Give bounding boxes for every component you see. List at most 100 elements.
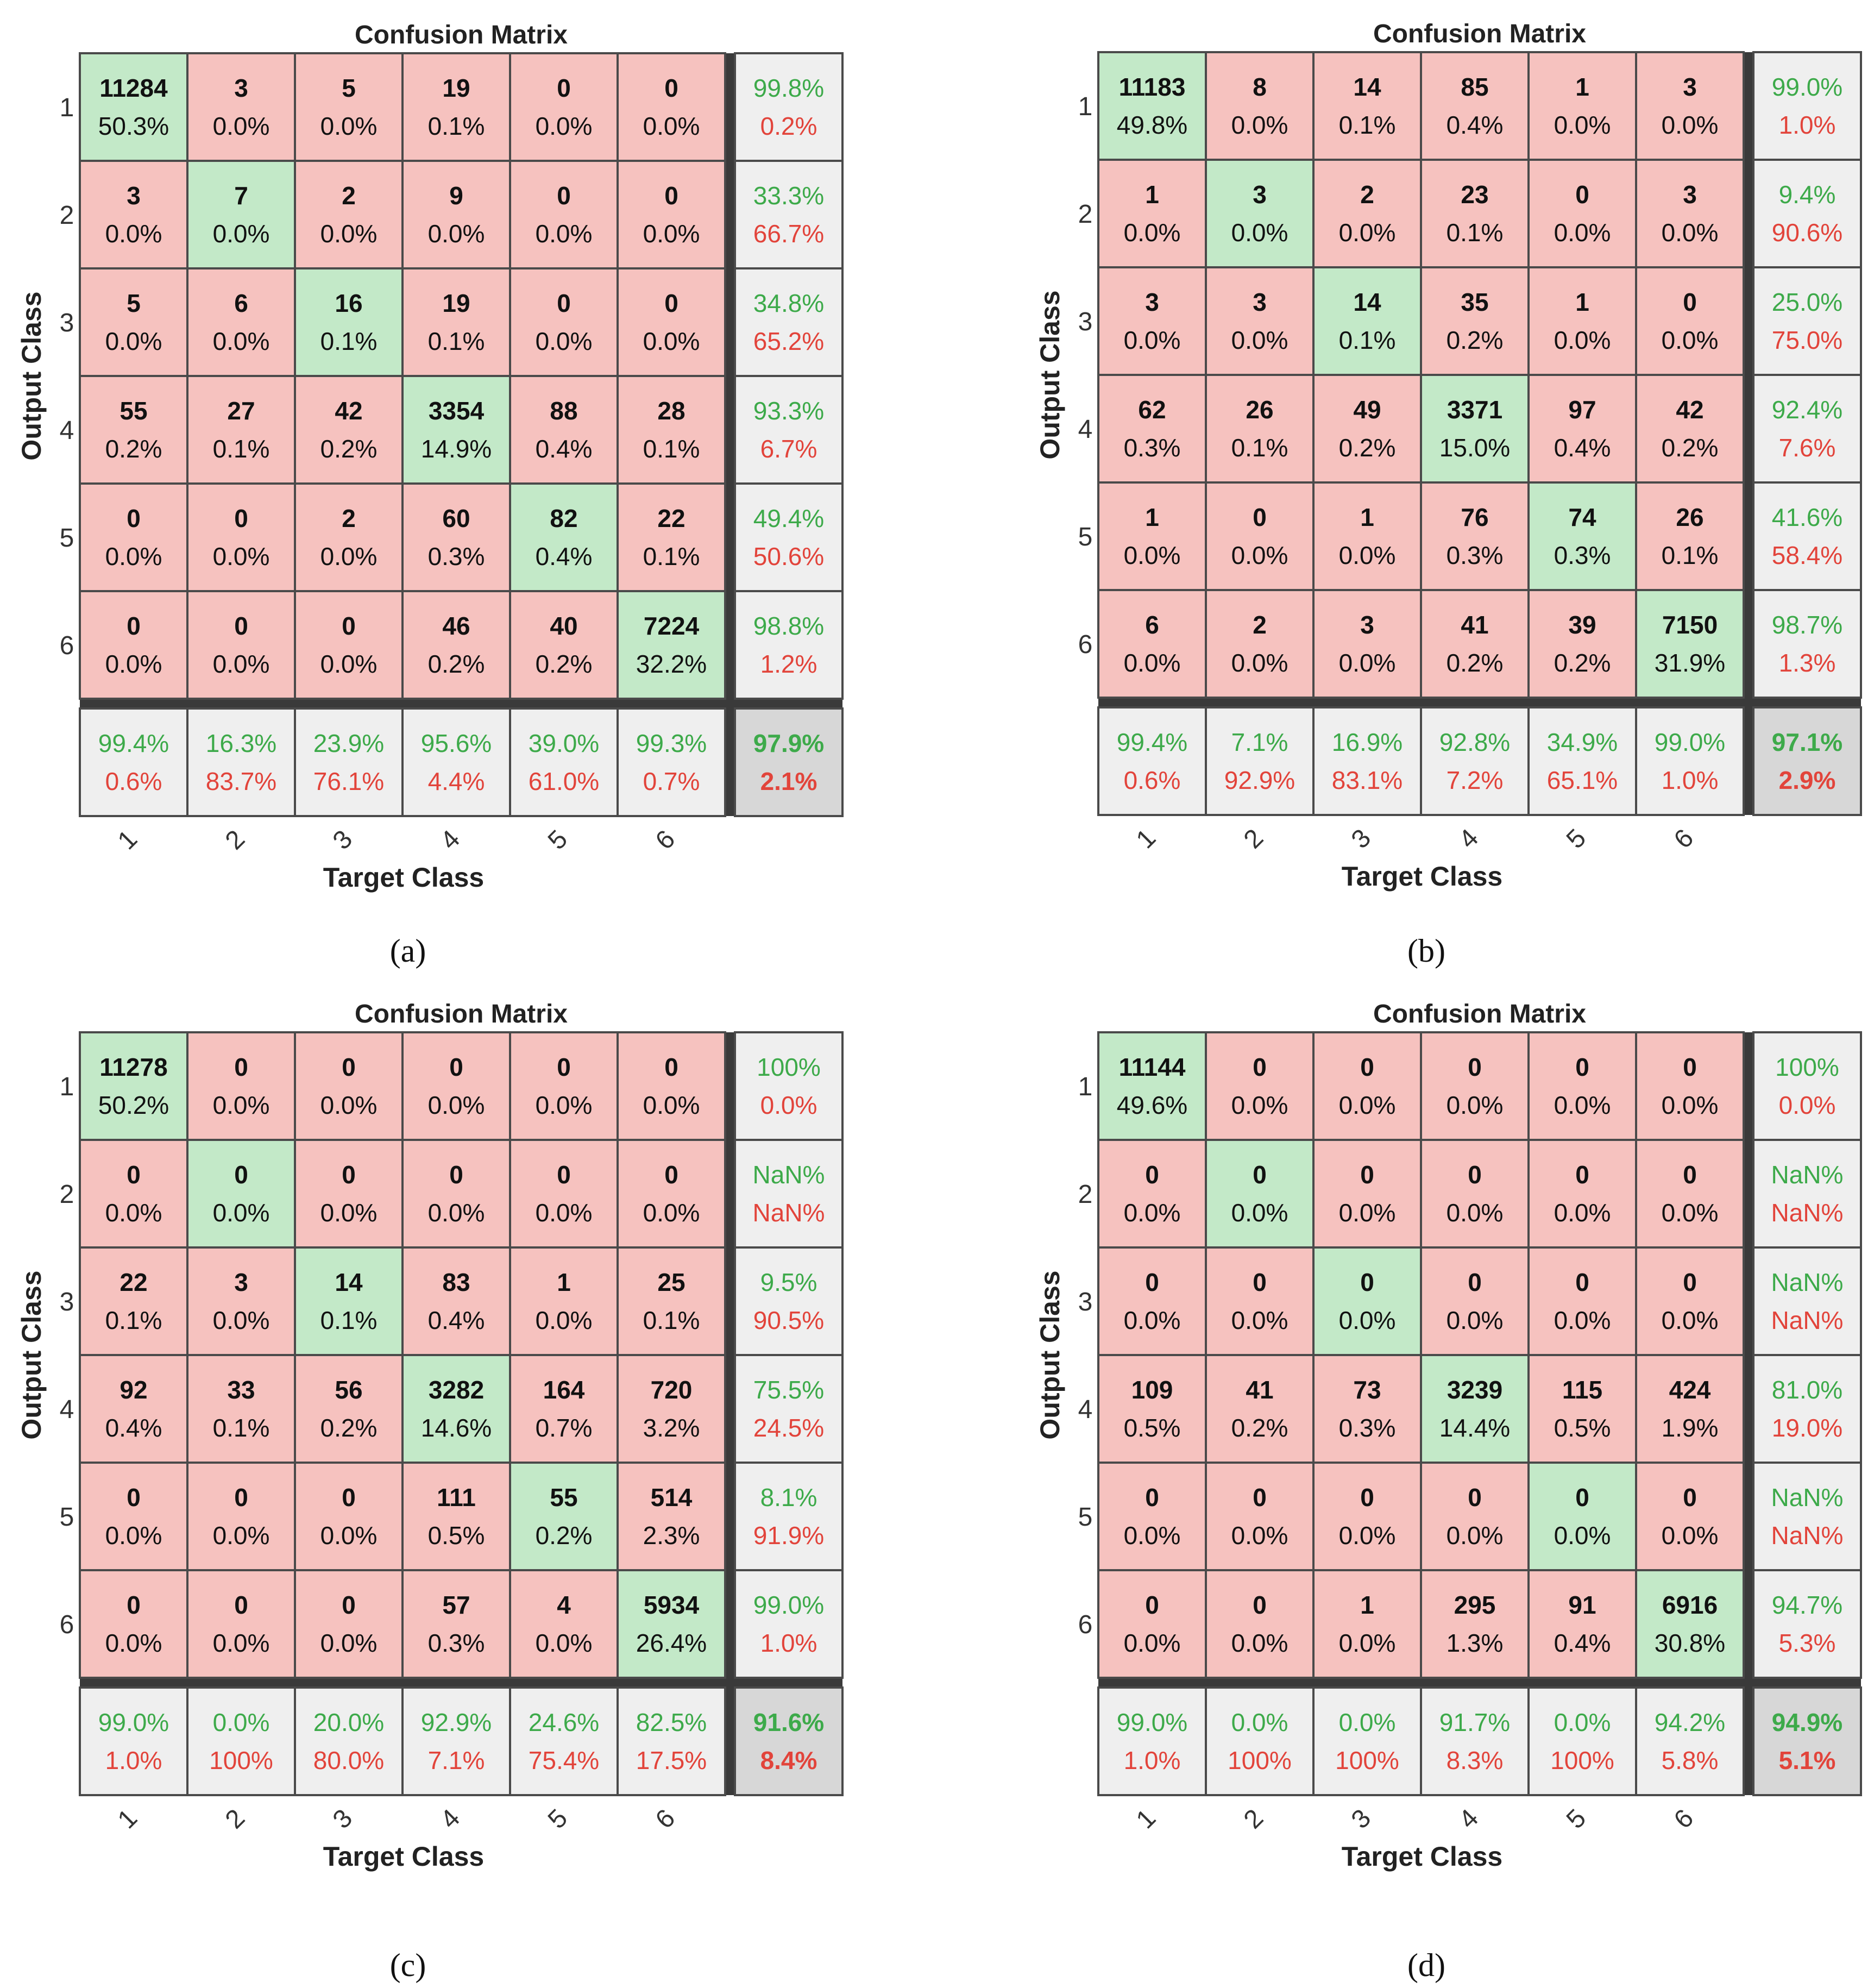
- col-recall: 20.0%: [313, 1708, 384, 1736]
- col-error: 92.9%: [1224, 766, 1295, 794]
- y-tick-label: 5: [60, 1503, 74, 1532]
- cell-count: 83: [442, 1268, 470, 1296]
- cell-percent: 26.4%: [636, 1629, 707, 1657]
- col-summary-cell: [617, 707, 726, 817]
- cell-percent: 30.8%: [1655, 1629, 1725, 1657]
- row-summary-cell: [734, 52, 844, 162]
- off-diagonal-cell: [79, 482, 188, 592]
- cell-percent: 0.0%: [213, 1306, 270, 1334]
- off-diagonal-cell: [401, 267, 511, 377]
- off-diagonal-cell: [1420, 266, 1530, 376]
- col-summary-cell: [1097, 1686, 1207, 1796]
- row-precision: 99.0%: [753, 1591, 824, 1619]
- col-recall: 99.0%: [1117, 1708, 1187, 1736]
- col-recall: 0.0%: [213, 1708, 270, 1736]
- row-precision: NaN%: [1771, 1161, 1844, 1189]
- cell-count: 49: [1353, 396, 1381, 424]
- cell-percent: 1.3%: [1447, 1629, 1504, 1657]
- col-error: 1.0%: [1662, 766, 1719, 794]
- cell-percent: 0.0%: [1231, 1629, 1288, 1657]
- off-diagonal-cell: [1312, 1031, 1422, 1141]
- col-summary-cell: [1635, 706, 1745, 816]
- cell-count: 14: [1353, 73, 1381, 101]
- col-error: 100%: [1228, 1746, 1292, 1774]
- diagonal-cell: [401, 1354, 511, 1464]
- col-recall: 99.4%: [1117, 728, 1187, 756]
- off-diagonal-cell: [1205, 1462, 1315, 1571]
- off-diagonal-cell: [79, 1139, 188, 1249]
- cell-percent: 0.2%: [1554, 649, 1611, 677]
- cell-percent: 0.3%: [428, 1629, 485, 1657]
- cell-count: 0: [1253, 1161, 1267, 1189]
- off-diagonal-cell: [401, 160, 511, 269]
- cell-percent: 0.1%: [1447, 218, 1504, 247]
- cell-percent: 0.0%: [1124, 326, 1181, 354]
- cell-count: 3: [1683, 73, 1697, 101]
- col-recall: 16.9%: [1332, 728, 1403, 756]
- cell-percent: 0.0%: [643, 1199, 700, 1227]
- col-summary-cell: [1527, 1686, 1637, 1796]
- cell-percent: 0.0%: [105, 1521, 162, 1550]
- cell-count: 111: [437, 1483, 476, 1512]
- y-tick-label: 6: [60, 1610, 74, 1639]
- off-diagonal-cell: [509, 267, 619, 377]
- off-diagonal-cell: [617, 1139, 726, 1249]
- cell-count: 0: [664, 289, 678, 317]
- row-precision: NaN%: [1771, 1268, 1844, 1296]
- cell-percent: 0.0%: [213, 1521, 270, 1550]
- y-axis-label: Output Class: [1035, 290, 1065, 459]
- col-recall: 99.0%: [98, 1708, 169, 1736]
- cell-count: 0: [1253, 503, 1267, 531]
- cell-count: 0: [557, 181, 571, 210]
- cell-count: 2: [1253, 611, 1267, 639]
- col-error: 100%: [1550, 1746, 1614, 1774]
- cell-count: 92: [120, 1376, 147, 1404]
- off-diagonal-cell: [294, 1354, 404, 1464]
- cell-count: 6: [234, 289, 248, 317]
- cell-percent: 0.0%: [643, 1091, 700, 1119]
- cell-count: 0: [1145, 1161, 1159, 1189]
- cell-percent: 0.0%: [105, 1199, 162, 1227]
- y-tick-label: 4: [1078, 1395, 1093, 1424]
- row-summary-cell: [1752, 1354, 1862, 1464]
- col-recall: 23.9%: [313, 729, 384, 757]
- cell-percent: 0.5%: [428, 1521, 485, 1550]
- off-diagonal-cell: [1312, 374, 1422, 484]
- total-accuracy: 97.9%: [753, 729, 824, 757]
- cell-count: 0: [1145, 1268, 1159, 1296]
- cell-count: 26: [1676, 503, 1703, 531]
- cell-count: 1: [1575, 73, 1589, 101]
- cell-percent: 0.2%: [320, 1414, 378, 1442]
- row-summary-cell: [734, 267, 844, 377]
- off-diagonal-cell: [1097, 266, 1207, 376]
- cell-count: 0: [127, 1483, 141, 1512]
- cell-count: 0: [1575, 1268, 1589, 1296]
- cell-percent: 0.3%: [1554, 541, 1611, 569]
- cell-percent: 0.0%: [536, 327, 593, 355]
- cell-count: 3282: [429, 1376, 484, 1404]
- cell-count: 16: [335, 289, 362, 317]
- off-diagonal-cell: [617, 1246, 726, 1356]
- off-diagonal-cell: [1635, 1139, 1745, 1249]
- off-diagonal-cell: [509, 1354, 619, 1464]
- row-error: 66.7%: [753, 220, 824, 248]
- off-diagonal-cell: [186, 482, 296, 592]
- cell-count: 57: [442, 1591, 470, 1619]
- off-diagonal-cell: [1420, 481, 1530, 591]
- cell-percent: 0.0%: [1124, 649, 1181, 677]
- confusion-matrix-panel-d: Confusion Matrix 11144 49.6% 0 0.0% 0 0.0% 0 0.0…: [1035, 1000, 1862, 1983]
- col-summary-cell: [1205, 1686, 1315, 1796]
- off-diagonal-cell: [1312, 1139, 1422, 1249]
- cell-count: 1: [1360, 1591, 1374, 1619]
- row-error: 91.9%: [753, 1521, 824, 1550]
- row-precision: 81.0%: [1772, 1376, 1842, 1404]
- cell-count: 0: [342, 1053, 356, 1081]
- cell-count: 4: [557, 1591, 571, 1619]
- cell-percent: 0.3%: [1447, 541, 1504, 569]
- cell-count: 115: [1562, 1376, 1602, 1404]
- y-axis-label: Output Class: [1035, 1270, 1065, 1439]
- off-diagonal-cell: [79, 160, 188, 269]
- y-tick-label: 1: [60, 93, 74, 122]
- off-diagonal-cell: [79, 267, 188, 377]
- off-diagonal-cell: [617, 267, 726, 377]
